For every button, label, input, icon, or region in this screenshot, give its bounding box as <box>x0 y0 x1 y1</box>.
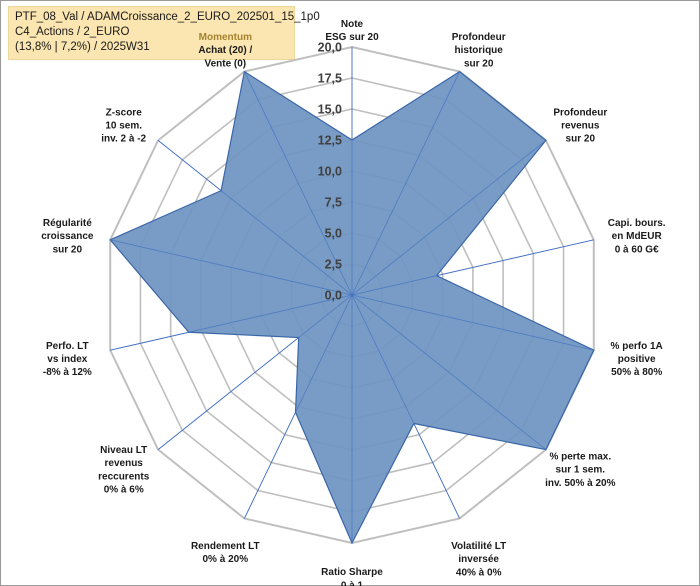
axis-label-line: Capi. bours. <box>608 218 666 229</box>
axis-label-line: inv. 2 à -2 <box>101 134 146 145</box>
axis-label-line: 0 à 1 <box>341 580 364 586</box>
axis-label-line: historique <box>455 45 504 56</box>
axis-label-line: Profondeur <box>452 32 506 43</box>
chart-title-box: PTF_08_Val / ADAMCroissance_2_EURO_20250… <box>8 6 320 60</box>
axis-label-line: 0% à 6% <box>104 484 144 495</box>
axis-label-line: sur 20 <box>464 58 494 69</box>
axis-label-line: revenus <box>105 458 144 469</box>
axis-label-line: 0% à 20% <box>203 554 249 565</box>
tick-label: 17,5 <box>318 72 342 86</box>
tick-label: 7,5 <box>325 196 342 210</box>
tick-label: 20,0 <box>318 41 342 55</box>
tick-label: 10,0 <box>318 165 342 179</box>
spoke-overlay <box>351 239 594 296</box>
axis-label-10: Perfo. LT vs index -8% à 12% <box>43 341 92 378</box>
axis-label-line: Achat (20) / <box>198 45 252 56</box>
axis-label-5: % perte max. sur 1 sem. inv. 50% à 20% <box>545 451 616 488</box>
axis-label-line: Momentum <box>199 32 252 43</box>
tick-label: 5,0 <box>325 227 342 241</box>
axis-label-line: revenus <box>561 121 600 132</box>
axis-label-9: Niveau LT revenus reccurents 0% à 6% <box>98 445 150 496</box>
tick-label: 0,0 <box>325 289 342 303</box>
spoke-overlay <box>157 140 353 296</box>
axis-label-12: Z-score 10 sem. inv. 2 à -2 <box>101 107 146 144</box>
axis-label-4: % perfo 1A positive 50% à 80% <box>611 341 663 378</box>
axis-label-line: -8% à 12% <box>43 367 92 378</box>
axis-label-line: Ratio Sharpe <box>321 567 383 578</box>
radar-tick-labels: 0,0 2,5 5,0 7,5 10,0 12,5 15,0 17,5 20,0 <box>318 41 342 303</box>
axis-label-line: Profondeur <box>553 107 607 118</box>
spoke-overlay <box>244 71 353 296</box>
spoke-overlay <box>244 294 353 519</box>
spoke-overlay <box>351 294 547 450</box>
axis-label-line: Note <box>341 19 364 30</box>
axis-label-line: positive <box>618 354 656 365</box>
axis-label-1: Profondeur historique sur 20 <box>452 32 506 69</box>
axis-label-8: Rendement LT 0% à 20% <box>191 541 260 565</box>
axis-label-line: Perfo. LT <box>46 341 89 352</box>
axis-label-line: 50% à 80% <box>611 367 662 378</box>
axis-label-7: Ratio Sharpe 0 à 1 <box>321 567 383 586</box>
spoke-overlay <box>351 140 547 296</box>
axis-label-line: sur 1 sem. <box>556 465 606 476</box>
spoke-overlay <box>110 239 353 296</box>
axis-label-line: Z-score <box>106 107 143 118</box>
axis-label-line: reccurents <box>98 471 150 482</box>
axis-label-line: ESG sur 20 <box>325 32 379 43</box>
axis-label-line: en MdEUR <box>612 231 663 242</box>
spoke-overlay <box>110 294 353 351</box>
radar-axis-labels: Note ESG sur 20 Profondeur historique sur 20… <box>41 19 666 586</box>
axis-label-line: sur 20 <box>53 244 83 255</box>
axis-label-2: Profondeur revenus sur 20 <box>553 107 607 144</box>
spoke-overlay <box>351 294 460 519</box>
tick-label: 12,5 <box>318 134 342 148</box>
axis-label-line: sur 20 <box>566 134 596 145</box>
axis-label-line: Régularité <box>43 218 92 229</box>
title-line-3: (13,8% | 7,2%) / 2025W31 <box>15 41 150 53</box>
spoke-overlay <box>157 294 353 450</box>
axis-label-line: % perfo 1A <box>611 341 663 352</box>
axis-label-line: 10 sem. <box>105 121 142 132</box>
axis-label-line: 0 à 60 G€ <box>615 244 659 255</box>
radar-series <box>109 47 595 545</box>
tick-label: 2,5 <box>325 258 342 272</box>
axis-label-line: inv. 50% à 20% <box>545 478 616 489</box>
axis-label-13: Momentum Achat (20) / Vente (0) <box>198 32 252 69</box>
axis-label-3: Capi. bours. en MdEUR 0 à 60 G€ <box>608 218 666 255</box>
spoke-overlay <box>351 71 460 296</box>
spoke-overlay <box>351 294 594 351</box>
axis-label-line: % perte max. <box>549 451 611 462</box>
axis-label-line: inversée <box>458 554 499 565</box>
axis-label-11: Régularité croissance sur 20 <box>41 218 94 255</box>
axis-label-line: croissance <box>41 231 94 242</box>
axis-label-line: vs index <box>47 354 87 365</box>
axis-label-line: 40% à 0% <box>456 567 502 578</box>
tick-label: 15,0 <box>318 103 342 117</box>
title-line-1: PTF_08_Val / ADAMCroissance_2_EURO_20250… <box>15 11 320 23</box>
axis-label-6: Volatilité LT inversée 40% à 0% <box>451 541 506 578</box>
axis-label-0: Note ESG sur 20 <box>325 19 379 43</box>
axis-label-line: Rendement LT <box>191 541 260 552</box>
axis-label-line: Vente (0) <box>204 58 246 69</box>
title-line-2: C4_Actions / 2_EURO <box>15 26 130 38</box>
axis-label-line: Volatilité LT <box>451 541 506 552</box>
axis-label-line: Niveau LT <box>100 445 147 456</box>
